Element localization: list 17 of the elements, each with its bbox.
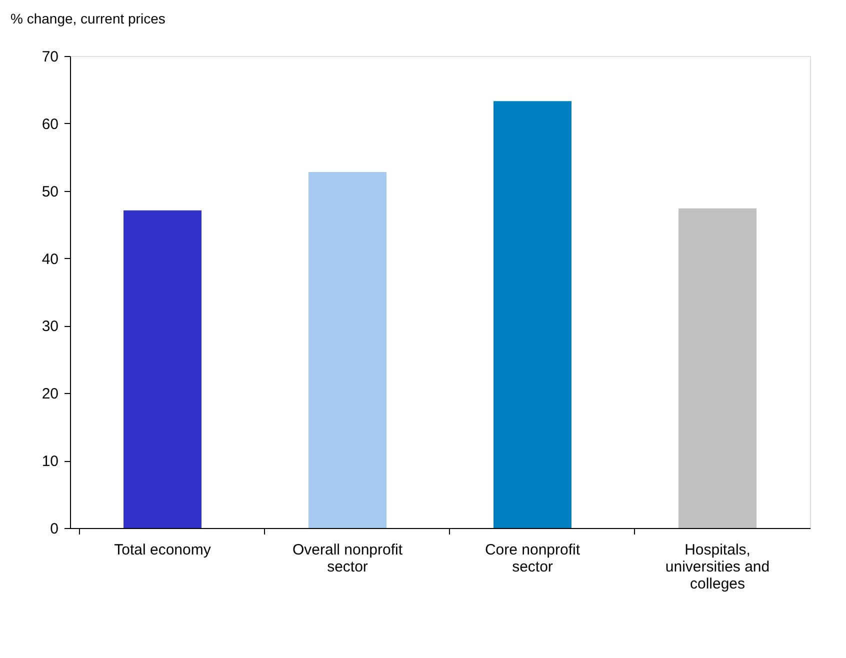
y-axis-title: % change, current prices	[10, 10, 166, 26]
y-tick-label: 0	[50, 520, 58, 538]
x-tick-label: Overall nonprofit sector	[292, 542, 404, 576]
x-tick-label: Hospitals, universities and colleges	[665, 542, 770, 592]
y-tick-label: 60	[42, 116, 58, 133]
bar	[494, 101, 572, 528]
x-tick-label: Core nonprofit sector	[484, 542, 581, 576]
x-tick-label: Total economy	[114, 542, 212, 558]
y-tick-label: 20	[42, 386, 58, 403]
y-tick-label: 70	[42, 48, 58, 66]
y-tick-label: 50	[42, 183, 58, 200]
y-tick-label: 10	[42, 453, 58, 470]
bar	[124, 210, 202, 528]
y-tick-label: 40	[42, 250, 58, 268]
bar	[678, 208, 756, 528]
y-tick-label: 30	[42, 318, 58, 336]
bar	[308, 172, 386, 528]
